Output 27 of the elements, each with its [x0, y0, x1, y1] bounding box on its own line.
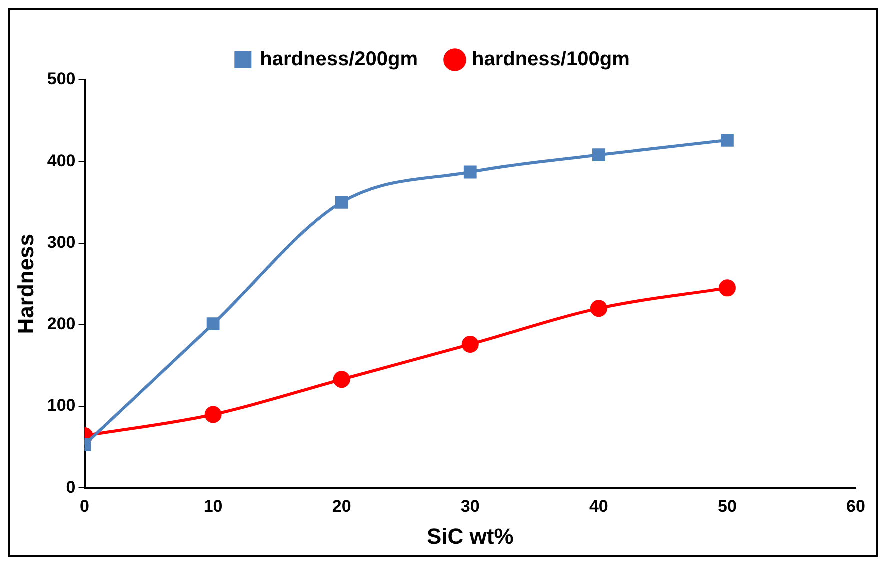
point: [206, 318, 220, 331]
point: [721, 134, 734, 147]
point: [718, 280, 736, 297]
point: [590, 300, 608, 318]
point: [592, 148, 606, 162]
y-tick-label: 400: [47, 151, 76, 170]
y-tick-label: 300: [47, 232, 76, 252]
x-axis-title: SiC wt%: [426, 524, 514, 549]
y-tick-label: 0: [66, 478, 76, 497]
x-tick-label: 10: [204, 497, 223, 516]
point: [462, 336, 479, 354]
legend-label: hardness/100gm: [472, 48, 630, 71]
x-tick-label: 20: [332, 497, 352, 516]
y-tick-label: 500: [47, 70, 76, 89]
y-tick-label: 200: [47, 314, 76, 334]
point: [335, 196, 348, 209]
y-tick-label: 100: [47, 396, 76, 416]
x-tick-label: 40: [589, 497, 608, 516]
x-tick-label: 50: [718, 497, 737, 516]
point: [333, 371, 350, 388]
y-axis-title: Hardness: [13, 234, 38, 334]
point: [204, 406, 222, 424]
x-tick-label: 60: [846, 497, 866, 516]
legend-label: hardness/200gm: [260, 48, 418, 71]
x-tick-label: 30: [460, 497, 480, 516]
x-tick-label: 0: [80, 497, 90, 516]
point: [464, 166, 477, 179]
